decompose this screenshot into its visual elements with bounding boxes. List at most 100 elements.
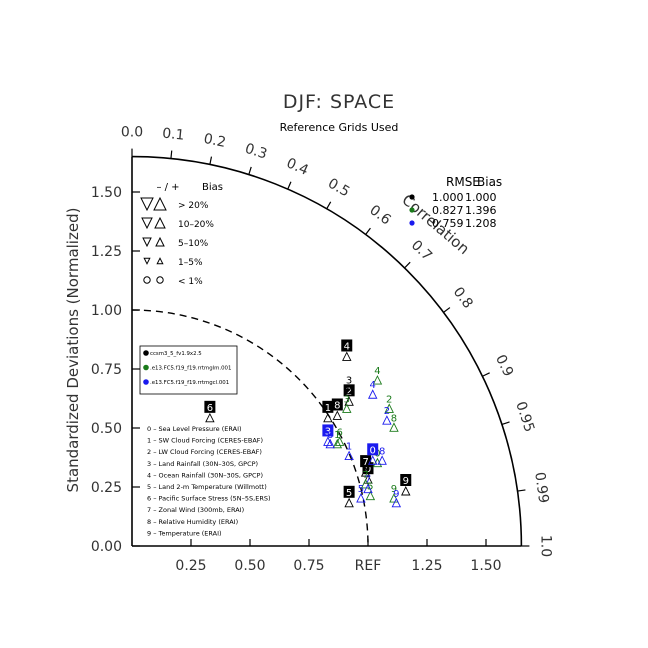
data-point-marker xyxy=(332,410,343,420)
data-point-marker xyxy=(360,467,371,477)
up-triangle-icon xyxy=(155,236,165,247)
corr-tick xyxy=(517,489,526,492)
corr-tick-label: 0.6 xyxy=(366,202,393,228)
data-point-label-box xyxy=(341,339,353,352)
ref-label: REF xyxy=(355,558,382,574)
corr-tick xyxy=(209,156,213,165)
data-point-marker xyxy=(344,450,354,461)
data-point-marker xyxy=(344,497,354,508)
stats-header-bias: Bias xyxy=(477,175,502,189)
data-point-label: 0 xyxy=(370,445,376,456)
data-point-label: 7 xyxy=(362,470,368,481)
data-point-marker xyxy=(377,455,387,465)
series-legend-box xyxy=(139,345,238,395)
chart-title: DJF: SPACE xyxy=(283,91,395,113)
corr-tick-label: 0.0 xyxy=(121,125,143,141)
data-point-marker xyxy=(365,490,376,501)
data-point-label-box xyxy=(343,384,355,397)
reference-arc xyxy=(131,309,369,547)
corr-tick-label: 0.1 xyxy=(161,126,185,144)
up-triangle-icon xyxy=(156,257,164,265)
data-point-marker xyxy=(384,403,394,413)
data-point-label: 0 xyxy=(365,464,371,475)
data-point-label-box xyxy=(343,485,355,498)
corr-tick xyxy=(248,166,252,175)
data-point-marker xyxy=(367,455,378,465)
data-point-label: 9 xyxy=(393,489,399,500)
data-point-label: 2 xyxy=(386,394,392,405)
data-point-marker xyxy=(342,403,352,413)
data-point-label-box xyxy=(362,462,374,475)
data-point-label: 3 xyxy=(325,426,331,437)
stats-rmse-value: 0.827 xyxy=(432,204,464,217)
plot-area: 0.000.250.500.751.001.251.500.25 0.50 0.75… xyxy=(91,125,554,574)
stats-bias-value: 1.208 xyxy=(465,217,497,230)
data-point-label: 7 xyxy=(365,475,371,486)
bias-legend-row: 5–10% xyxy=(178,239,209,249)
data-point-label: 9 xyxy=(391,484,397,495)
corr-tick-label: 0.3 xyxy=(243,141,269,163)
y-tick-label: 0.25 xyxy=(91,480,122,496)
series-legend-marker xyxy=(143,364,149,371)
x-tick-label: 1.50 xyxy=(470,558,501,574)
data-point-marker xyxy=(344,396,354,406)
stats-marker xyxy=(409,194,415,200)
corr-tick-label: 0.9 xyxy=(492,352,516,379)
data-point-label-box xyxy=(204,400,216,413)
corr-tick xyxy=(443,307,451,313)
bias-legend-signs: – / + xyxy=(156,182,179,193)
stats-marker xyxy=(409,220,415,226)
data-point-label: 4 xyxy=(344,341,350,352)
data-point-marker xyxy=(382,415,392,425)
data-point-label-box xyxy=(331,398,343,411)
data-point-label: 5 xyxy=(346,488,352,499)
down-triangle-icon xyxy=(143,257,151,265)
corr-tick-label: 0.5 xyxy=(325,175,352,200)
data-point-label: 4 xyxy=(374,366,380,377)
circle-icon xyxy=(143,276,151,284)
data-point-label: 7 xyxy=(362,457,368,468)
corr-tick-label: 0.7 xyxy=(408,237,435,264)
data-point-marker xyxy=(205,412,215,423)
data-point-label: 1 xyxy=(346,442,352,453)
variable-legend-item: 4 – Ocean Rainfall (30N–30S, GPCP) xyxy=(147,471,263,479)
data-point-marker xyxy=(401,485,411,496)
y-tick-label: 0.75 xyxy=(91,362,122,378)
data-point-label: 6 xyxy=(336,427,342,438)
corr-tick-label: 0.95 xyxy=(512,400,537,435)
corr-tick-label: 0.2 xyxy=(202,131,227,151)
data-point-marker xyxy=(389,422,399,432)
data-point-marker xyxy=(391,497,402,508)
corr-tick xyxy=(287,181,292,190)
data-point-label-box xyxy=(322,400,334,413)
data-point-marker xyxy=(342,351,352,361)
data-point-label: 1 xyxy=(325,403,331,414)
series-legend-label: ccsm3_5_fv1.9x2.5 xyxy=(150,351,202,357)
data-point-label: 3 xyxy=(344,394,350,405)
down-triangle-icon xyxy=(142,237,152,248)
data-point-marker xyxy=(363,474,373,484)
stats-bias-value: 1.000 xyxy=(465,191,497,204)
data-point-marker xyxy=(372,375,383,385)
corr-tick-label: 0.4 xyxy=(284,155,311,179)
data-point-label: 8 xyxy=(379,446,385,457)
y-tick-label: 1.00 xyxy=(91,303,122,319)
corr-tick xyxy=(501,421,510,425)
data-point-label: 8 xyxy=(334,400,340,411)
chart-subtitle: Reference Grids Used xyxy=(280,121,399,134)
variable-legend-item: 7 – Zonal Wind (300mb, ERAI) xyxy=(147,506,244,514)
data-point-label: 5 xyxy=(367,482,373,493)
down-triangle-icon xyxy=(140,197,154,212)
bias-legend-row: 1–5% xyxy=(178,258,203,268)
data-point-label: 4 xyxy=(370,380,376,391)
bias-legend-row: < 1% xyxy=(178,277,203,287)
variable-legend-item: 1 – SW Cloud Forcing (CERES-EBAF) xyxy=(147,437,263,445)
data-point-label: 8 xyxy=(391,413,397,424)
stats-bias-value: 1.396 xyxy=(465,204,497,217)
data-point-label-box xyxy=(400,474,412,486)
series-legend-marker xyxy=(143,379,149,385)
variable-legend-item: 0 – Sea Level Pressure (ERAI) xyxy=(147,425,242,433)
data-point-marker xyxy=(325,438,335,449)
x-tick-label: 0.75 xyxy=(293,558,324,574)
